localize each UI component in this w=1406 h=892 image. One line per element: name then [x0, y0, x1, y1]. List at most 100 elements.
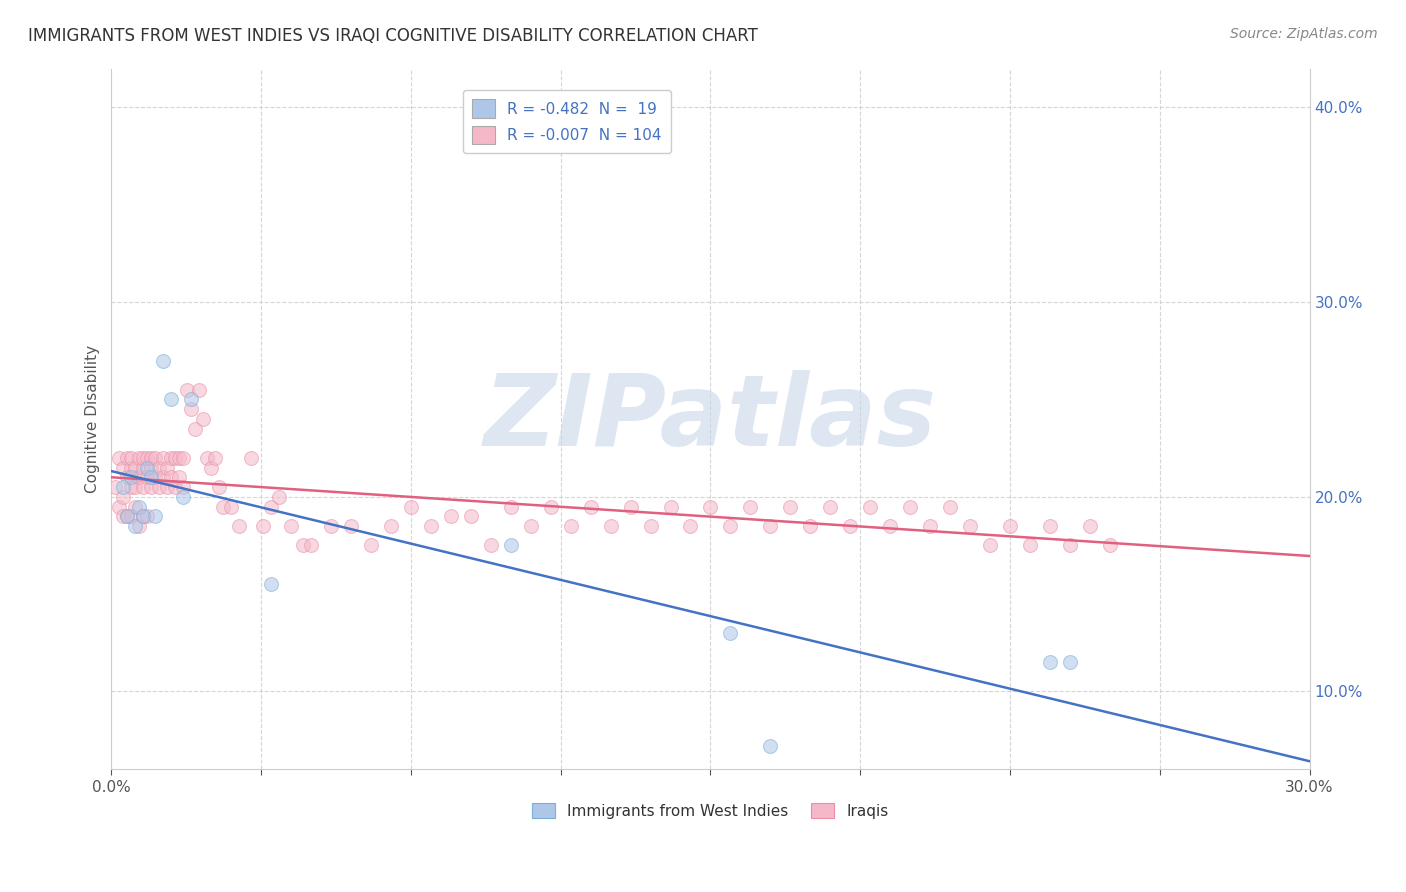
Point — [143, 450, 166, 465]
Point — [117, 450, 139, 465]
Point — [160, 392, 183, 407]
Legend: Immigrants from West Indies, Iraqis: Immigrants from West Indies, Iraqis — [526, 797, 896, 825]
Point — [720, 626, 742, 640]
Point — [124, 500, 146, 514]
Point — [104, 480, 127, 494]
Point — [292, 538, 315, 552]
Point — [380, 519, 402, 533]
Point — [340, 519, 363, 533]
Point — [898, 500, 921, 514]
Point — [959, 519, 981, 533]
Point — [124, 519, 146, 533]
Point — [120, 460, 142, 475]
Point — [169, 470, 191, 484]
Point — [108, 450, 131, 465]
Point — [180, 392, 202, 407]
Point — [141, 450, 163, 465]
Point — [979, 538, 1001, 552]
Point — [620, 500, 643, 514]
Point — [1039, 655, 1062, 669]
Point — [360, 538, 382, 552]
Point — [112, 460, 135, 475]
Point — [117, 509, 139, 524]
Point — [699, 500, 721, 514]
Point — [160, 470, 183, 484]
Point — [128, 519, 150, 533]
Point — [132, 450, 155, 465]
Text: Source: ZipAtlas.com: Source: ZipAtlas.com — [1230, 27, 1378, 41]
Point — [132, 509, 155, 524]
Point — [128, 470, 150, 484]
Point — [560, 519, 582, 533]
Point — [640, 519, 662, 533]
Point — [499, 500, 522, 514]
Point — [859, 500, 882, 514]
Point — [499, 538, 522, 552]
Point — [176, 383, 198, 397]
Point — [195, 450, 218, 465]
Point — [180, 402, 202, 417]
Point — [169, 450, 191, 465]
Point — [419, 519, 441, 533]
Point — [117, 509, 139, 524]
Point — [440, 509, 463, 524]
Point — [212, 500, 235, 514]
Point — [1059, 538, 1081, 552]
Point — [720, 519, 742, 533]
Point — [519, 519, 541, 533]
Point — [479, 538, 502, 552]
Point — [219, 500, 242, 514]
Point — [124, 480, 146, 494]
Point — [1039, 519, 1062, 533]
Point — [240, 450, 263, 465]
Text: IMMIGRANTS FROM WEST INDIES VS IRAQI COGNITIVE DISABILITY CORRELATION CHART: IMMIGRANTS FROM WEST INDIES VS IRAQI COG… — [28, 27, 758, 45]
Point — [128, 450, 150, 465]
Point — [156, 480, 179, 494]
Point — [132, 509, 155, 524]
Point — [160, 450, 183, 465]
Point — [112, 509, 135, 524]
Point — [132, 480, 155, 494]
Point — [120, 509, 142, 524]
Point — [998, 519, 1021, 533]
Point — [141, 470, 163, 484]
Point — [920, 519, 942, 533]
Point — [759, 519, 782, 533]
Point — [939, 500, 962, 514]
Point — [172, 480, 194, 494]
Point — [260, 500, 283, 514]
Point — [193, 412, 215, 426]
Point — [759, 739, 782, 753]
Point — [184, 422, 207, 436]
Point — [120, 450, 142, 465]
Y-axis label: Cognitive Disability: Cognitive Disability — [86, 345, 100, 493]
Point — [299, 538, 322, 552]
Point — [1078, 519, 1101, 533]
Point — [120, 480, 142, 494]
Point — [136, 450, 159, 465]
Point — [579, 500, 602, 514]
Point — [204, 450, 226, 465]
Point — [136, 460, 159, 475]
Point — [839, 519, 862, 533]
Point — [152, 470, 174, 484]
Point — [172, 490, 194, 504]
Point — [152, 353, 174, 368]
Point — [319, 519, 342, 533]
Point — [136, 470, 159, 484]
Point — [112, 490, 135, 504]
Point — [1098, 538, 1121, 552]
Point — [124, 460, 146, 475]
Point — [152, 450, 174, 465]
Point — [165, 480, 187, 494]
Point — [679, 519, 702, 533]
Point — [1059, 655, 1081, 669]
Point — [132, 460, 155, 475]
Point — [879, 519, 901, 533]
Point — [156, 460, 179, 475]
Point — [172, 450, 194, 465]
Point — [208, 480, 231, 494]
Point — [143, 470, 166, 484]
Point — [260, 577, 283, 591]
Text: ZIPatlas: ZIPatlas — [484, 370, 936, 467]
